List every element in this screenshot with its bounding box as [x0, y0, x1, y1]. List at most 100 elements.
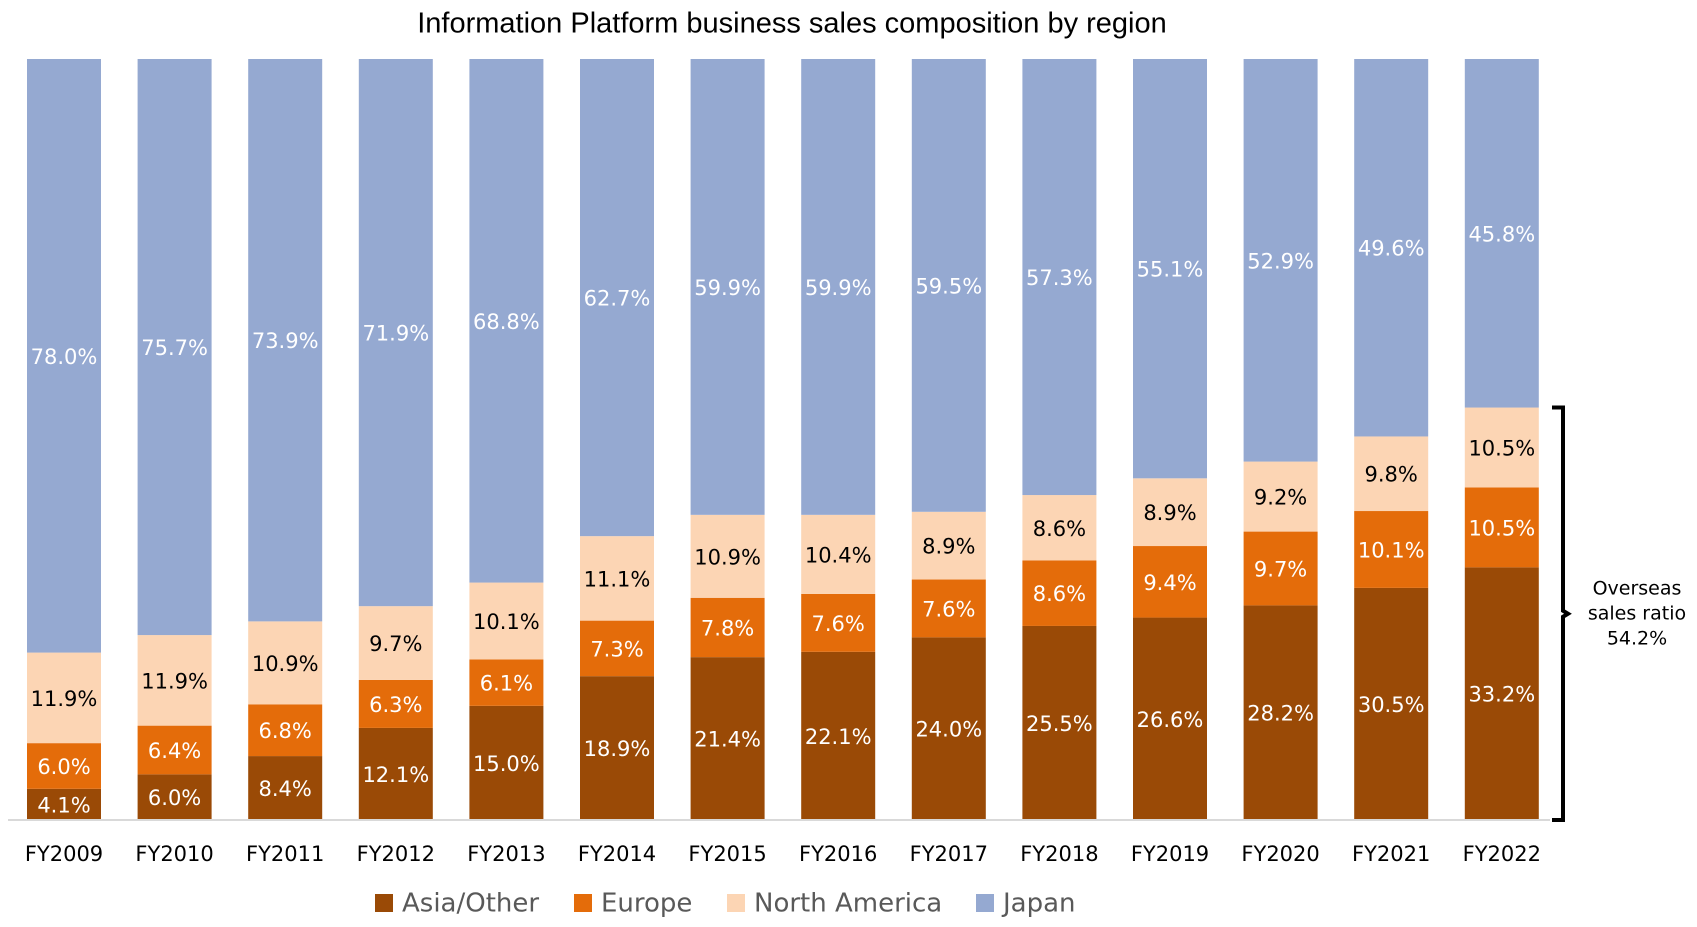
- x-tick-label: FY2013: [467, 842, 545, 866]
- x-tick-label: FY2015: [688, 842, 766, 866]
- annotation: sales ratio: [1588, 602, 1686, 624]
- data-label: 10.1%: [473, 610, 540, 634]
- data-label: 33.2%: [1468, 683, 1535, 707]
- x-tick-label: FY2009: [25, 842, 103, 866]
- data-label: 62.7%: [584, 287, 651, 311]
- bar-segment: [580, 536, 654, 621]
- data-label: 52.9%: [1247, 249, 1314, 273]
- x-tick-label: FY2017: [910, 842, 988, 866]
- data-label: 6.3%: [369, 693, 422, 717]
- data-label: 73.9%: [252, 329, 319, 353]
- data-label: 59.5%: [915, 274, 982, 298]
- x-tick-label: FY2012: [357, 842, 435, 866]
- data-label: 10.5%: [1468, 516, 1535, 540]
- annotation: Overseas: [1593, 577, 1682, 599]
- bar-segment: [358, 606, 433, 680]
- bar-segment: [248, 704, 323, 757]
- bar-segment: [690, 597, 765, 658]
- data-label: 9.2%: [1254, 486, 1307, 510]
- bar-segment: [1133, 546, 1207, 618]
- legend-label: Europe: [601, 889, 692, 919]
- data-label: 8.4%: [259, 777, 312, 801]
- data-label: 7.6%: [922, 597, 975, 621]
- bar-segment: [580, 676, 654, 820]
- bar-segment: [580, 59, 654, 537]
- bar-segment: [1133, 478, 1207, 547]
- bar-segment: [137, 725, 212, 775]
- bar-segment: [358, 59, 433, 607]
- bar-segment: [911, 579, 986, 638]
- data-label: 7.8%: [701, 616, 754, 640]
- data-label: 78.0%: [31, 345, 98, 369]
- bar-segment: [801, 593, 876, 652]
- legend-swatch: [727, 894, 745, 912]
- bar-segment: [469, 705, 544, 820]
- data-label: 15.0%: [473, 752, 540, 776]
- data-label: 55.1%: [1137, 258, 1204, 282]
- data-label: 4.1%: [37, 793, 90, 817]
- data-label: 59.9%: [805, 276, 872, 300]
- bar-segment: [27, 743, 101, 789]
- bar-segment: [911, 637, 986, 820]
- data-label: 18.9%: [584, 737, 651, 761]
- data-label: 10.9%: [252, 652, 319, 676]
- data-label: 68.8%: [473, 310, 540, 334]
- bar-segment: [1022, 495, 1097, 561]
- bar-segment: [1243, 59, 1318, 462]
- data-label: 6.1%: [480, 672, 533, 696]
- bar-segment: [801, 514, 876, 594]
- x-tick-label: FY2020: [1241, 842, 1319, 866]
- bar-segment: [137, 635, 212, 726]
- bar-segment: [690, 657, 765, 820]
- data-label: 49.6%: [1358, 237, 1425, 261]
- bar-segment: [469, 582, 544, 660]
- data-label: 25.5%: [1026, 712, 1093, 736]
- bar-segment: [1354, 59, 1429, 437]
- x-tick-label: FY2010: [135, 842, 213, 866]
- data-label: 6.4%: [148, 739, 201, 763]
- data-label: 8.6%: [1033, 517, 1086, 541]
- bar-segment: [1354, 587, 1429, 820]
- bar-segment: [911, 59, 986, 512]
- data-label: 8.9%: [922, 535, 975, 559]
- bar-segment: [137, 59, 212, 636]
- x-tick-label: FY2018: [1020, 842, 1098, 866]
- data-label: 8.6%: [1033, 582, 1086, 606]
- data-label: 9.8%: [1365, 463, 1418, 487]
- legend-label: Japan: [1001, 889, 1076, 919]
- bar-segment: [801, 651, 876, 820]
- data-label: 11.9%: [31, 687, 98, 711]
- legend-swatch: [574, 894, 592, 912]
- bar-segment: [27, 788, 101, 820]
- bar-segment: [1243, 531, 1318, 606]
- bar-segment: [690, 514, 765, 598]
- x-tick-label: FY2016: [799, 842, 877, 866]
- x-tick-label: FY2022: [1463, 842, 1541, 866]
- legend-swatch: [375, 894, 393, 912]
- bar-segment: [1354, 511, 1429, 588]
- bar-segment: [911, 511, 986, 580]
- bar-segment: [1022, 625, 1097, 820]
- annotation: 54.2%: [1607, 627, 1667, 649]
- data-label: 10.1%: [1358, 538, 1425, 562]
- data-label: 24.0%: [915, 718, 982, 742]
- legend-swatch: [976, 894, 994, 912]
- data-label: 9.4%: [1143, 571, 1196, 595]
- data-label: 6.0%: [148, 786, 201, 810]
- bar-segment: [358, 679, 433, 728]
- bar-segment: [248, 756, 323, 820]
- data-label: 28.2%: [1247, 702, 1314, 726]
- data-label: 26.6%: [1137, 708, 1204, 732]
- bar-segment: [580, 620, 654, 677]
- bar-segment: [469, 659, 544, 706]
- bar-segment: [1243, 461, 1318, 532]
- bar-segment: [1022, 59, 1097, 496]
- bar-segment: [1133, 59, 1207, 479]
- data-label: 7.6%: [812, 612, 865, 636]
- bar-segment: [248, 59, 323, 622]
- data-label: 71.9%: [362, 322, 429, 346]
- data-label: 6.8%: [259, 719, 312, 743]
- x-tick-label: FY2011: [246, 842, 324, 866]
- data-label: 30.5%: [1358, 693, 1425, 717]
